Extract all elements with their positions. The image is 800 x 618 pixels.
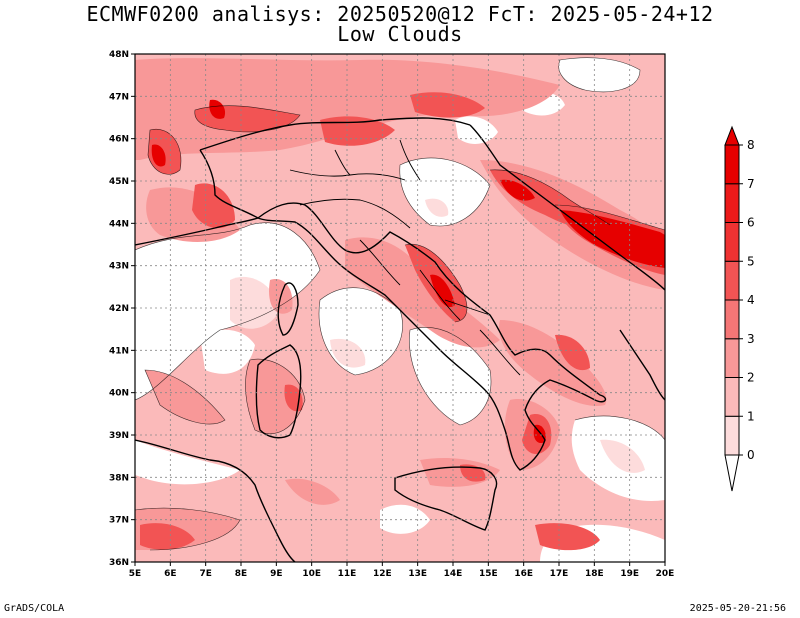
colorbar-segment	[724, 415, 740, 456]
lat-tick-label: 45N	[109, 177, 129, 187]
lon-tick-label: 15E	[479, 569, 498, 579]
lon-tick-label: 7E	[199, 569, 211, 579]
colorbar-min-arrow	[724, 454, 740, 492]
coastlines	[135, 117, 665, 562]
colorbar-label: 7	[747, 177, 755, 191]
lon-tick-label: 9E	[270, 569, 282, 579]
colorbar-label: 4	[747, 293, 755, 307]
lat-tick-label: 38N	[109, 473, 129, 483]
lat-tick-label: 43N	[109, 262, 129, 272]
level7-regions	[151, 99, 665, 444]
lon-tick-label: 18E	[585, 569, 604, 579]
longitude-axis: 5E 6E 7E 8E 9E 10E 11E 12E 13E 14E 15E 16E 17E 18E 19E…	[129, 562, 675, 579]
colorbar-max-arrow	[724, 125, 740, 146]
lat-tick-label: 46N	[109, 135, 129, 145]
regional-borders	[289, 139, 521, 376]
colorbar-segment	[724, 183, 740, 223]
colorbar-segment	[724, 338, 740, 378]
colorbar: 0 1 2 3 4 5 6 7 8	[724, 125, 755, 492]
lat-tick-label: 41N	[109, 346, 129, 356]
colorbar-label: 0	[747, 448, 755, 462]
lon-tick-label: 19E	[620, 569, 639, 579]
latitude-axis: 36N 37N 38N 39N 40N 41N 42N 43N 44N 45N 46N 47N 48N	[109, 50, 135, 568]
lat-tick-label: 47N	[109, 92, 129, 102]
colorbar-label: 5	[747, 254, 755, 268]
clear-sky-regions	[135, 57, 665, 562]
lon-tick-label: 5E	[129, 569, 141, 579]
colorbar-label: 1	[747, 409, 755, 423]
lat-tick-label: 44N	[109, 219, 129, 229]
chart-subtitle: Low Clouds	[337, 22, 463, 46]
lon-tick-label: 11E	[338, 569, 357, 579]
colorbar-segment	[724, 299, 740, 340]
plot-area	[135, 54, 665, 562]
colorbar-label: 6	[747, 216, 755, 230]
lon-tick-label: 12E	[373, 569, 392, 579]
level1-regions	[230, 198, 645, 473]
colorbar-label: 3	[747, 332, 755, 346]
lat-tick-label: 42N	[109, 304, 129, 314]
chart-title: ECMWF0200 analisys: 20250520@12 FcT: 202…	[86, 2, 714, 26]
lat-tick-label: 40N	[109, 389, 129, 399]
footer-timestamp: 2025-05-20-21:56	[689, 603, 786, 614]
lon-tick-label: 8E	[235, 569, 247, 579]
colorbar-label: 8	[747, 138, 755, 152]
lon-tick-label: 20E	[656, 569, 675, 579]
lon-tick-label: 16E	[514, 569, 533, 579]
colorbar-segment	[724, 222, 740, 262]
colorbar-label: 2	[747, 371, 755, 385]
lon-tick-label: 14E	[444, 569, 463, 579]
footer-credit: GrADS/COLA	[4, 603, 65, 614]
lat-tick-label: 39N	[109, 431, 129, 441]
colorbar-segment	[724, 377, 740, 417]
lon-tick-label: 10E	[302, 569, 321, 579]
lon-tick-label: 17E	[550, 569, 569, 579]
colorbar-segment	[724, 144, 740, 185]
lon-tick-label: 13E	[408, 569, 427, 579]
gridlines	[135, 54, 665, 562]
lon-tick-label: 6E	[164, 569, 176, 579]
lat-tick-label: 36N	[109, 558, 129, 568]
lat-tick-label: 48N	[109, 50, 129, 60]
lat-tick-label: 37N	[109, 516, 129, 526]
colorbar-segment	[724, 260, 740, 301]
